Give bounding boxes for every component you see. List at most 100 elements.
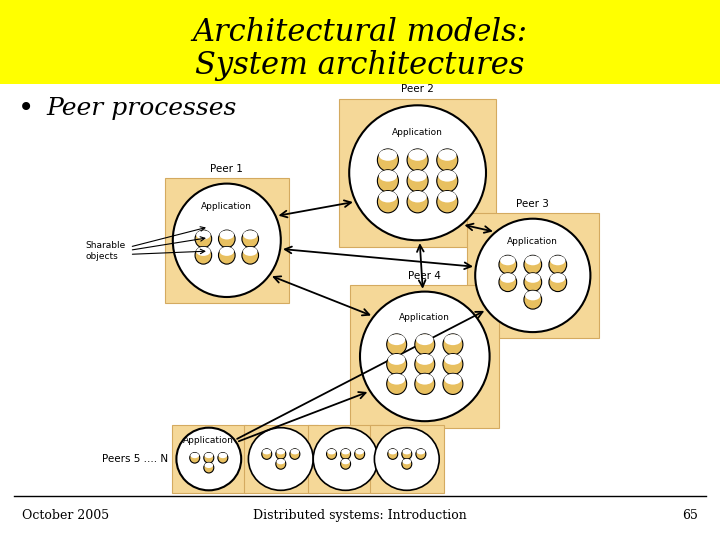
Ellipse shape: [388, 449, 397, 454]
FancyBboxPatch shape: [308, 424, 383, 494]
Ellipse shape: [388, 354, 405, 365]
Ellipse shape: [407, 149, 428, 171]
Ellipse shape: [248, 428, 313, 490]
Ellipse shape: [437, 149, 458, 171]
Ellipse shape: [550, 255, 565, 265]
Ellipse shape: [379, 170, 397, 181]
Ellipse shape: [443, 354, 463, 375]
Ellipse shape: [349, 105, 486, 240]
Ellipse shape: [388, 449, 397, 460]
FancyBboxPatch shape: [243, 424, 318, 494]
Ellipse shape: [408, 149, 427, 161]
Ellipse shape: [525, 273, 541, 283]
Text: Peer processes: Peer processes: [47, 97, 237, 119]
Ellipse shape: [276, 459, 285, 464]
Text: 65: 65: [683, 509, 698, 522]
Ellipse shape: [176, 428, 241, 490]
FancyBboxPatch shape: [467, 213, 599, 338]
Ellipse shape: [524, 255, 541, 274]
Ellipse shape: [204, 463, 213, 468]
Ellipse shape: [379, 191, 397, 202]
FancyBboxPatch shape: [171, 424, 246, 494]
Ellipse shape: [443, 334, 463, 355]
Text: Peer 3: Peer 3: [516, 199, 549, 208]
Ellipse shape: [262, 449, 271, 460]
Ellipse shape: [291, 449, 300, 454]
Ellipse shape: [550, 273, 565, 283]
Ellipse shape: [475, 219, 590, 332]
Ellipse shape: [195, 247, 212, 264]
Ellipse shape: [438, 191, 456, 202]
Ellipse shape: [341, 449, 350, 454]
Ellipse shape: [417, 449, 426, 454]
Ellipse shape: [415, 373, 435, 394]
Ellipse shape: [444, 354, 462, 365]
Ellipse shape: [407, 191, 428, 213]
Ellipse shape: [387, 354, 407, 375]
Ellipse shape: [407, 170, 428, 192]
Ellipse shape: [243, 247, 258, 256]
Ellipse shape: [290, 449, 300, 460]
Text: Peers 5 .... N: Peers 5 .... N: [102, 454, 168, 464]
Ellipse shape: [408, 191, 427, 202]
Text: System architectures: System architectures: [195, 50, 525, 82]
Ellipse shape: [415, 334, 435, 355]
Ellipse shape: [327, 449, 336, 460]
Ellipse shape: [416, 374, 433, 384]
Ellipse shape: [195, 230, 212, 248]
FancyBboxPatch shape: [369, 424, 444, 494]
Text: Peer 1: Peer 1: [210, 164, 243, 173]
Ellipse shape: [416, 449, 426, 460]
Ellipse shape: [444, 374, 462, 384]
Ellipse shape: [262, 449, 271, 454]
Text: Architectural models:: Architectural models:: [192, 17, 528, 48]
Ellipse shape: [377, 170, 398, 192]
Ellipse shape: [341, 449, 351, 460]
Ellipse shape: [377, 149, 398, 171]
Ellipse shape: [437, 191, 458, 213]
Ellipse shape: [356, 449, 364, 454]
Ellipse shape: [196, 247, 210, 256]
Ellipse shape: [387, 334, 407, 355]
Ellipse shape: [377, 191, 398, 213]
Text: Application: Application: [184, 436, 234, 445]
Ellipse shape: [388, 334, 405, 345]
Text: •: •: [18, 94, 35, 122]
Ellipse shape: [218, 453, 228, 463]
Ellipse shape: [355, 449, 364, 460]
Ellipse shape: [276, 449, 286, 460]
Ellipse shape: [408, 170, 427, 181]
Ellipse shape: [218, 247, 235, 264]
Ellipse shape: [218, 230, 235, 248]
Ellipse shape: [220, 247, 234, 256]
Ellipse shape: [341, 458, 351, 469]
Ellipse shape: [242, 247, 258, 264]
Ellipse shape: [438, 170, 456, 181]
Ellipse shape: [500, 255, 516, 265]
FancyBboxPatch shape: [350, 285, 500, 428]
FancyBboxPatch shape: [339, 98, 496, 247]
Ellipse shape: [388, 374, 405, 384]
Ellipse shape: [243, 231, 258, 239]
Ellipse shape: [402, 458, 412, 469]
Text: Peer 2: Peer 2: [401, 84, 434, 94]
Ellipse shape: [549, 273, 567, 292]
Ellipse shape: [341, 459, 350, 464]
Ellipse shape: [402, 449, 411, 454]
Text: Distributed systems: Introduction: Distributed systems: Introduction: [253, 509, 467, 522]
Ellipse shape: [524, 273, 541, 292]
Ellipse shape: [242, 230, 258, 248]
Text: Application: Application: [400, 313, 450, 322]
Ellipse shape: [402, 459, 411, 464]
Ellipse shape: [437, 170, 458, 192]
Ellipse shape: [387, 373, 407, 394]
Ellipse shape: [402, 449, 412, 460]
Ellipse shape: [327, 449, 336, 454]
Ellipse shape: [173, 184, 281, 297]
Text: Application: Application: [392, 128, 443, 137]
Ellipse shape: [549, 255, 567, 274]
Ellipse shape: [219, 453, 228, 458]
Ellipse shape: [524, 291, 541, 309]
Ellipse shape: [415, 354, 435, 375]
Text: October 2005: October 2005: [22, 509, 109, 522]
